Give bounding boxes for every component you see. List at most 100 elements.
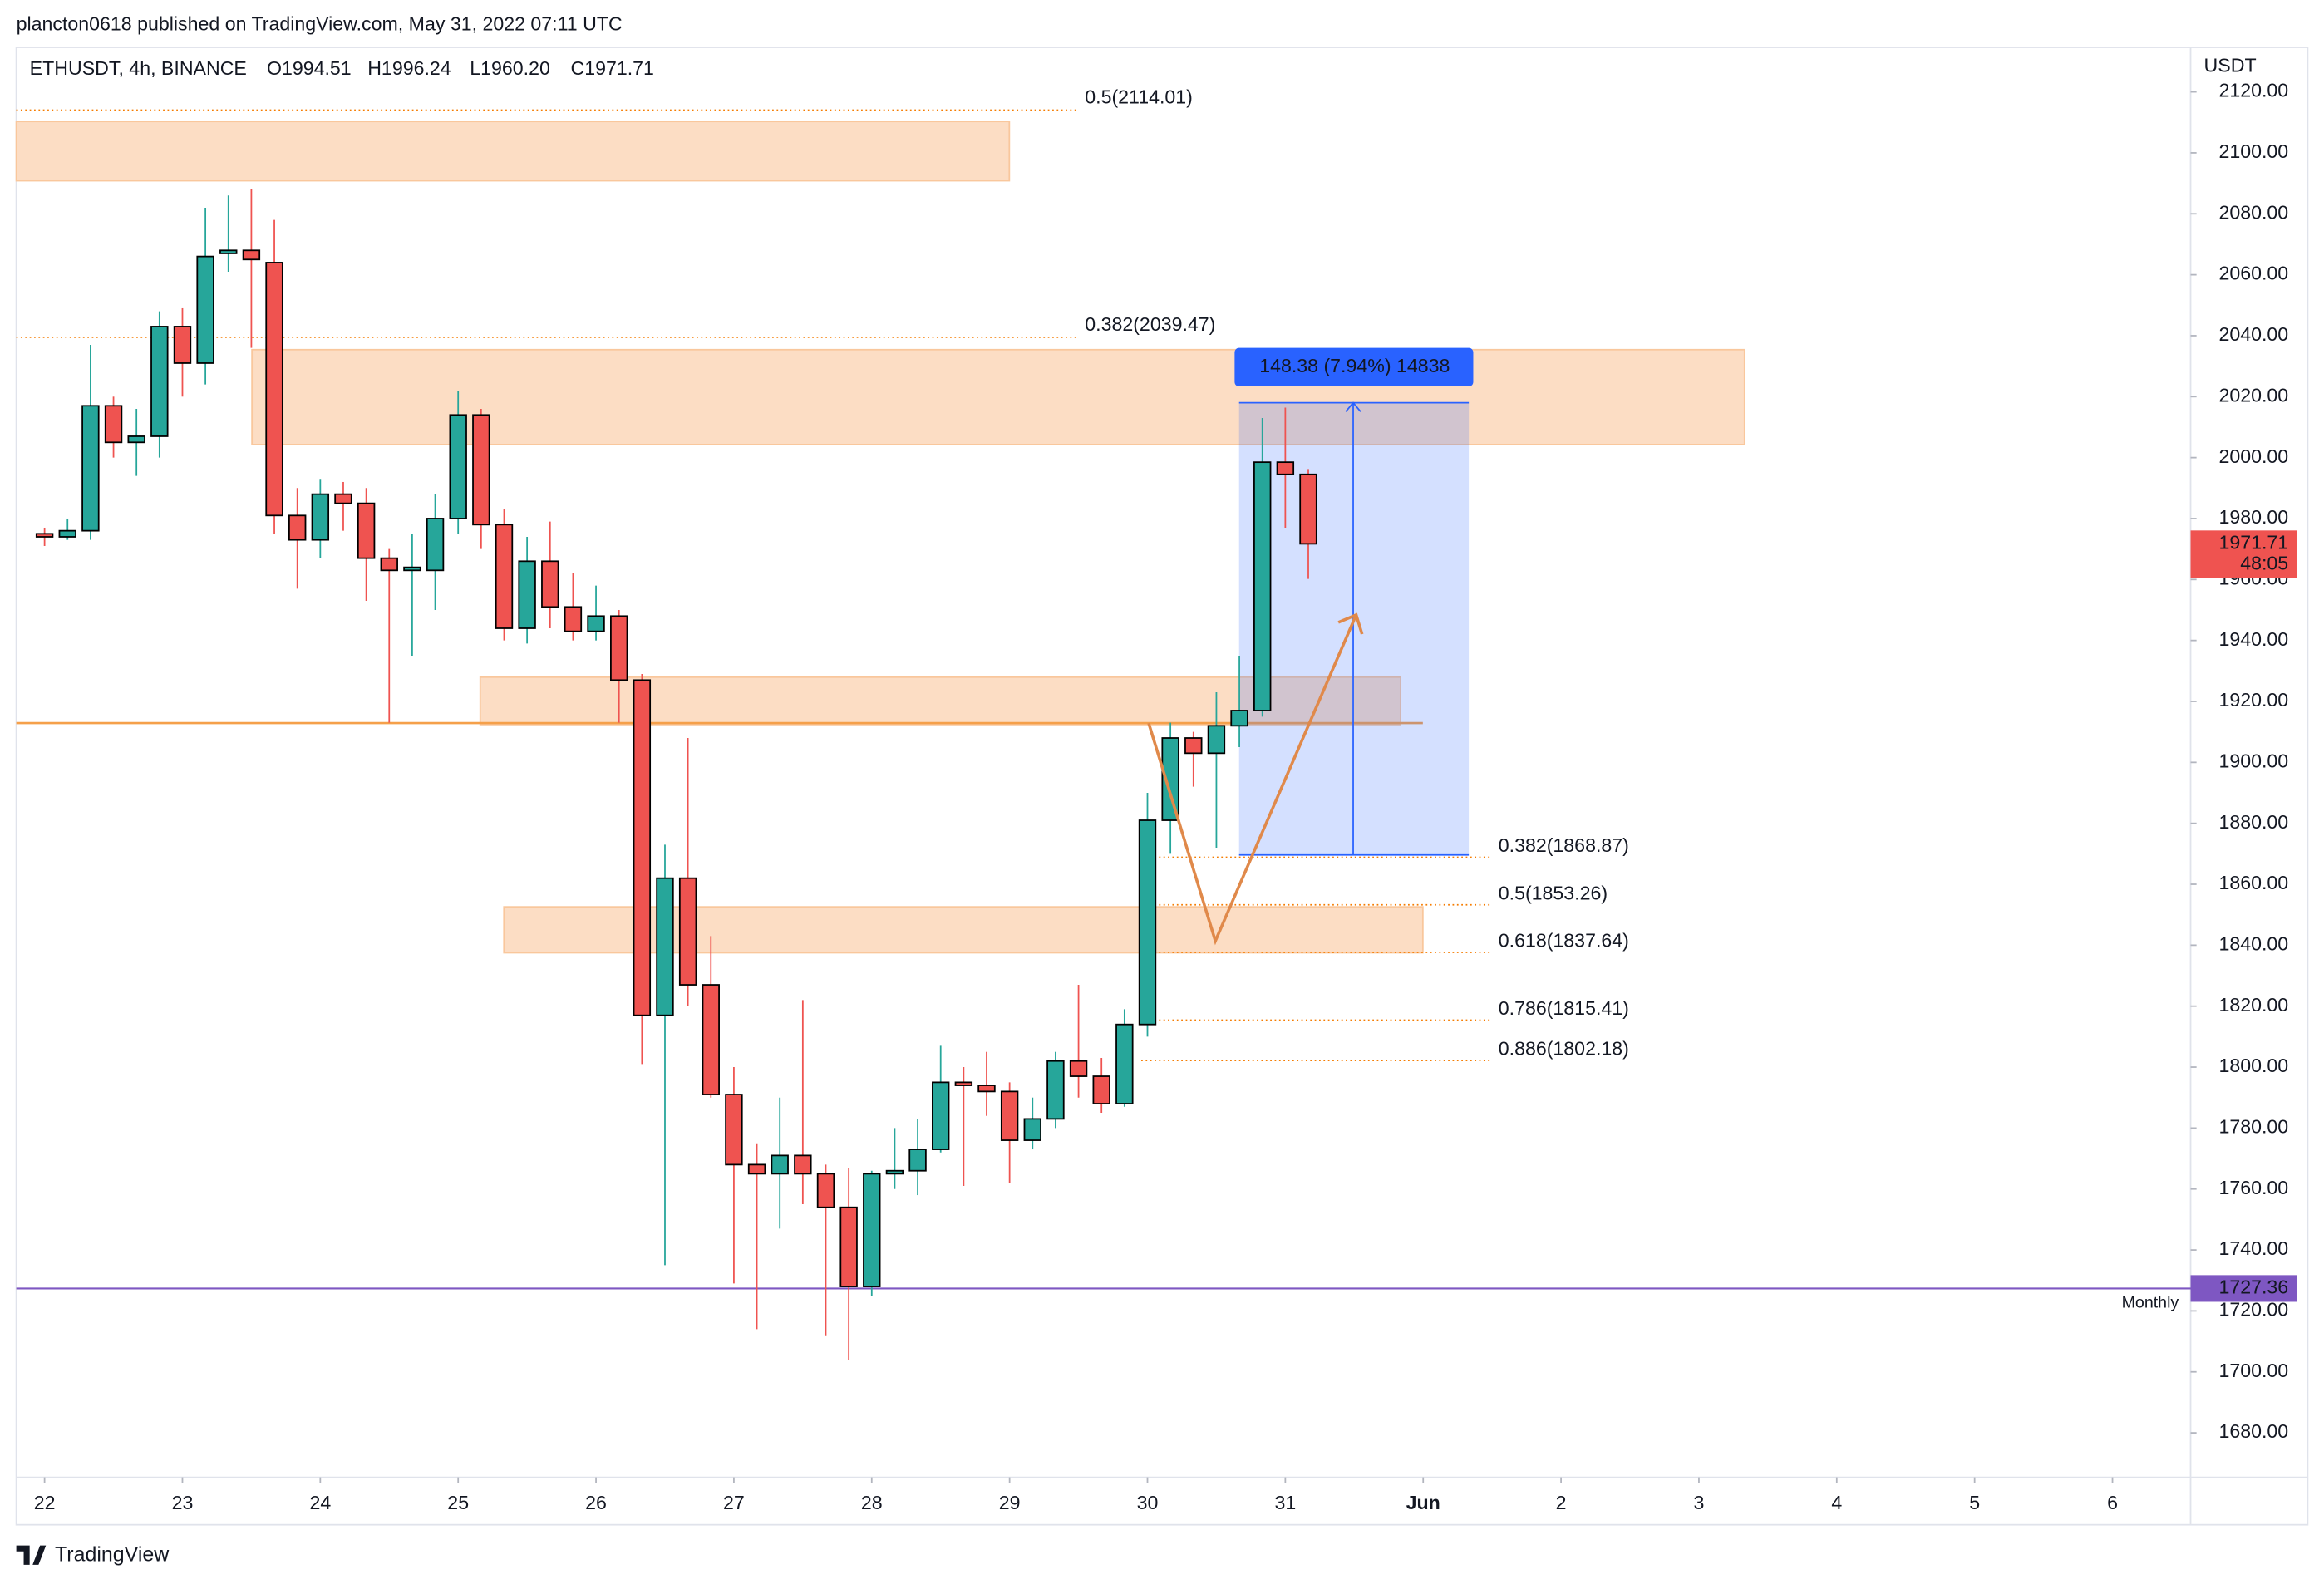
ohlc-open: O1994.51 — [267, 57, 352, 79]
candle-body — [426, 518, 445, 572]
candle-body — [403, 566, 421, 572]
monthly-label: Monthly — [2122, 1293, 2179, 1311]
last-price-label: 1971.71 — [2218, 532, 2288, 553]
y-tick-label: 2020.00 — [2218, 384, 2288, 406]
monthly-tag — [2190, 1275, 2297, 1302]
candle-body — [357, 502, 376, 559]
x-tick-label: 6 — [2107, 1492, 2118, 1513]
candle-body — [1253, 461, 1272, 711]
x-tick-label: 2 — [1556, 1492, 1567, 1513]
candle-body — [610, 615, 628, 681]
candle-body — [219, 249, 238, 254]
y-tick-label: 1820.00 — [2218, 994, 2288, 1016]
candle-body — [747, 1163, 766, 1175]
candle-body — [1069, 1060, 1088, 1077]
x-tick-label: 27 — [723, 1492, 745, 1513]
candle-body — [977, 1085, 996, 1093]
candle-body — [908, 1149, 927, 1172]
candle-body — [863, 1173, 881, 1287]
x-tick-label: 3 — [1693, 1492, 1704, 1513]
candle-body — [518, 560, 536, 629]
candle-body — [1023, 1118, 1041, 1141]
fib-label: 0.886(1802.18) — [1499, 1038, 1629, 1060]
candle-body — [150, 326, 169, 437]
y-tick-label: 1880.00 — [2218, 811, 2288, 833]
y-tick-label: 1680.00 — [2218, 1420, 2288, 1442]
candle-body — [794, 1154, 812, 1175]
y-tick-label: 2100.00 — [2218, 140, 2288, 162]
x-tick-label: 25 — [447, 1492, 469, 1513]
y-tick-label: 1720.00 — [2218, 1299, 2288, 1321]
candle-body — [81, 405, 100, 532]
y-tick-label: 1780.00 — [2218, 1116, 2288, 1138]
marks: 0.5(2114.01) 0.382(2039.47) 0.382(1868.87)… — [16, 86, 2191, 1360]
fib-label: 0.382(2039.47) — [1085, 313, 1215, 335]
candle-body — [58, 529, 76, 538]
candle-body — [1207, 725, 1226, 755]
y-tick-label: 1800.00 — [2218, 1055, 2288, 1076]
y-tick-label: 1980.00 — [2218, 506, 2288, 528]
candle-body — [587, 615, 605, 632]
y-axis-label: USDT — [2204, 54, 2257, 76]
candle-body — [633, 679, 652, 1016]
candle-body — [1115, 1023, 1134, 1104]
candle-body — [1000, 1090, 1019, 1141]
candle-body — [196, 255, 214, 364]
y-tick-label: 1860.00 — [2218, 872, 2288, 893]
candle-body — [104, 405, 123, 444]
fib-label: 0.382(1868.87) — [1499, 834, 1629, 856]
candle-body — [380, 557, 398, 572]
y-tick-label: 2000.00 — [2218, 445, 2288, 467]
x-tick-label: 31 — [1274, 1492, 1296, 1513]
candle-body — [1092, 1075, 1110, 1104]
candle-body — [1184, 737, 1203, 755]
candle-body — [725, 1094, 743, 1166]
ohlc-low: L1960.20 — [470, 57, 550, 79]
x-tick-label: 30 — [1137, 1492, 1159, 1513]
x-tick-label: 5 — [1969, 1492, 1980, 1513]
y-tick-label: 1940.00 — [2218, 628, 2288, 650]
frame — [15, 47, 2309, 1526]
logo: TradingView — [16, 1543, 170, 1567]
candle-body — [702, 984, 720, 1095]
y-tick-label: 2060.00 — [2218, 263, 2288, 284]
candle-body — [449, 414, 467, 519]
y-tick-label: 2040.00 — [2218, 323, 2288, 345]
y-tick-label: 1700.00 — [2218, 1360, 2288, 1381]
candle-body — [288, 514, 307, 541]
candle-body — [265, 262, 283, 517]
logo-text: TradingView — [55, 1543, 170, 1567]
candle-body — [127, 435, 145, 444]
candle-body — [472, 414, 490, 526]
candle-body — [839, 1206, 858, 1287]
candle-body — [311, 493, 330, 541]
x-tick-label: 26 — [585, 1492, 607, 1513]
projection-arrow — [1147, 614, 1358, 946]
candle-body — [1299, 473, 1317, 545]
candle-body — [541, 560, 559, 608]
candle-body — [242, 249, 261, 261]
candle-body — [932, 1081, 950, 1150]
y-tick-label: 1900.00 — [2218, 750, 2288, 771]
position-arrow-head — [1345, 401, 1361, 412]
y-tick-label: 2120.00 — [2218, 80, 2288, 101]
symbol: ETHUSDT, 4h, BINANCE — [30, 57, 247, 79]
position-label: 148.38 (7.94%) 14838 — [1259, 355, 1450, 376]
candle-body — [771, 1154, 789, 1175]
x-tick-label: 23 — [172, 1492, 194, 1513]
monthly-tag-label: 1727.36 — [2218, 1277, 2288, 1298]
candle-body — [954, 1081, 973, 1086]
x-tick-label: 24 — [309, 1492, 331, 1513]
candle-body — [885, 1169, 904, 1175]
candle-body — [816, 1173, 835, 1208]
published: plancton0618 published on TradingView.co… — [17, 12, 623, 34]
zone — [15, 121, 1011, 182]
arrow-head — [1337, 612, 1364, 635]
candle-body — [495, 524, 514, 629]
x-tick-label: Jun — [1406, 1492, 1440, 1513]
fib-label: 0.786(1815.41) — [1499, 997, 1629, 1019]
fib-label: 0.5(1853.26) — [1499, 882, 1608, 903]
x-tick-label: 28 — [861, 1492, 883, 1513]
y-tick-label: 1760.00 — [2218, 1177, 2288, 1198]
